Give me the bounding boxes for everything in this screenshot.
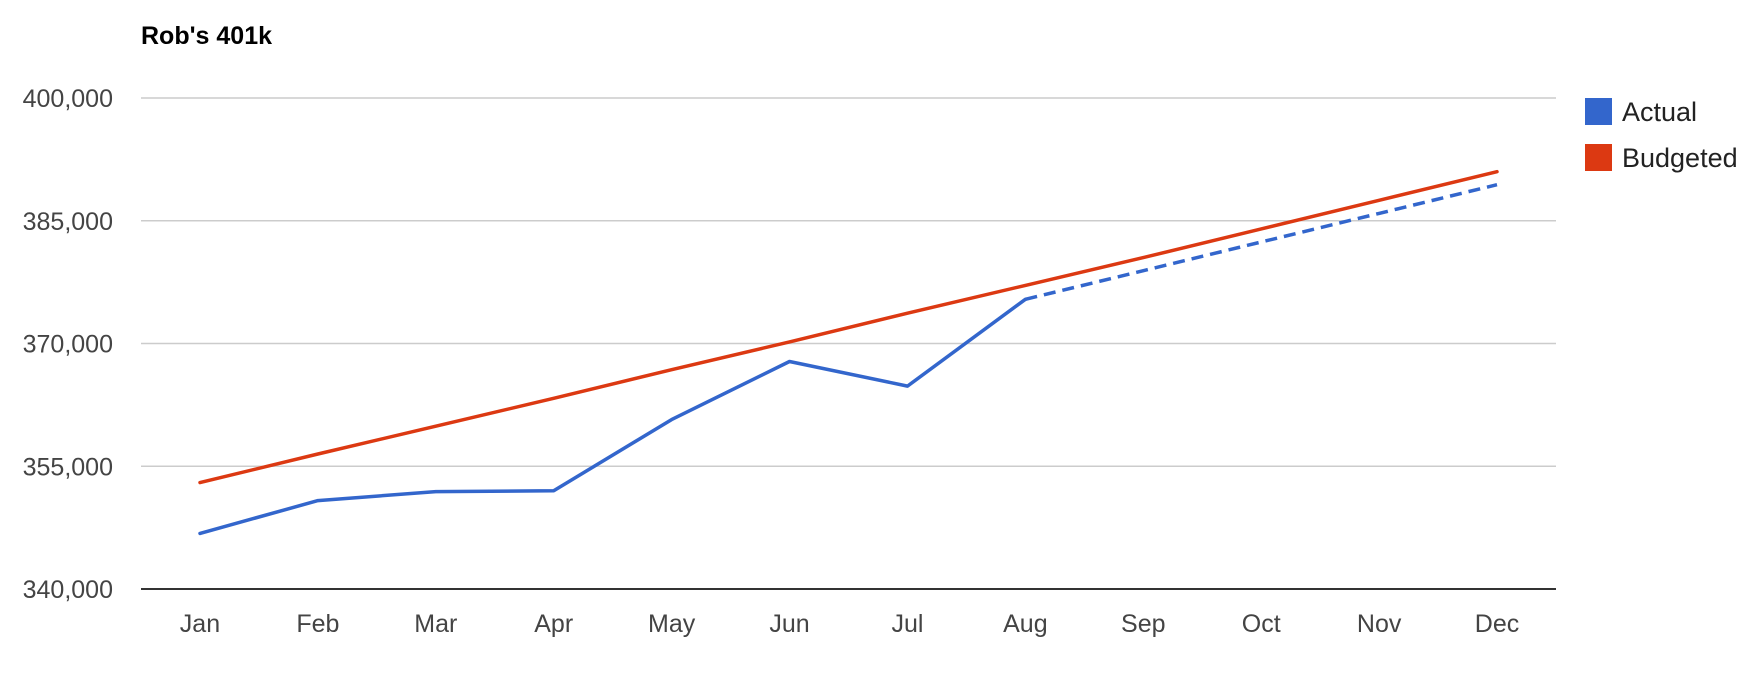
x-tick-label: Dec [1475,610,1519,638]
x-tick-label: May [648,610,696,638]
budgeted-series-line [198,169,1499,485]
legend-item-budgeted[interactable]: Budgeted [1585,143,1738,173]
legend-swatch [1585,144,1612,171]
legend[interactable]: Actual Budgeted [1585,97,1738,173]
legend-swatch [1585,98,1612,125]
x-tick-label: Feb [296,610,339,638]
y-axis-ticks: 340,000 355,000 370,000 385,000 400,000 [23,85,113,604]
x-tick-label: Jan [180,610,220,638]
y-tick-label: 385,000 [23,208,113,236]
x-tick-label: Mar [414,610,457,638]
legend-label: Budgeted [1622,143,1738,173]
x-tick-label: Jun [769,610,809,638]
gridlines [141,97,1556,590]
y-tick-label: 370,000 [23,331,113,359]
x-tick-label: Nov [1357,610,1402,638]
chart-title: Rob's 401k [141,22,273,50]
x-tick-label: Aug [1003,610,1047,638]
actual-series-line [198,297,1028,536]
x-tick-label: Oct [1242,610,1281,638]
x-tick-label: Apr [534,610,573,638]
y-tick-label: 400,000 [23,85,113,113]
y-tick-label: 355,000 [23,453,113,481]
legend-label: Actual [1622,97,1697,127]
x-axis-ticks: Jan Feb Mar Apr May Jun Jul Aug Sep Oct Nov Dec [180,610,1519,638]
x-tick-label: Sep [1121,610,1165,638]
x-tick-label: Jul [891,610,923,638]
y-tick-label: 340,000 [23,576,113,604]
legend-item-actual[interactable]: Actual [1585,97,1697,127]
series-lines [198,169,1499,536]
actual-projected-line [1024,182,1498,302]
